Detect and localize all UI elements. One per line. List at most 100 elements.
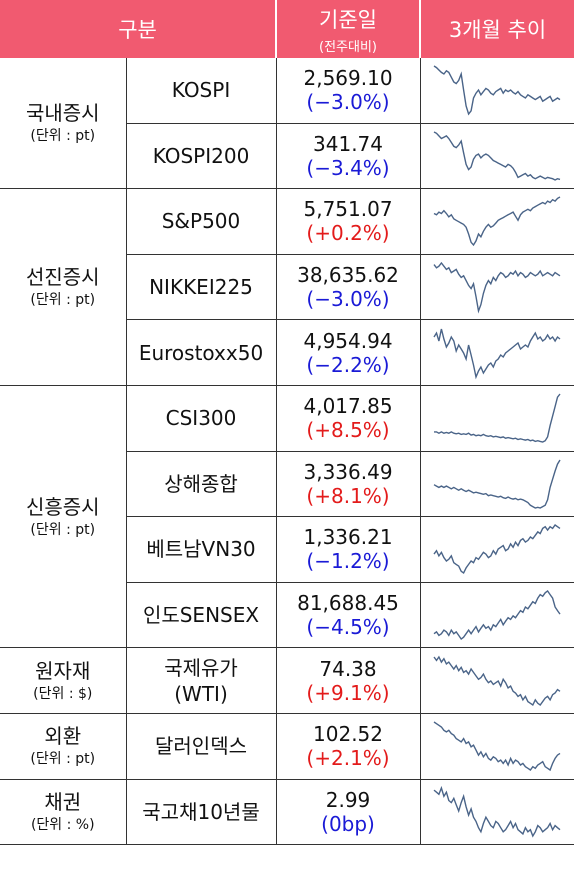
group-unit: (단위 : pt) xyxy=(30,292,96,309)
index-name: NIKKEI225 xyxy=(149,275,253,300)
value-cell: 4,017.85 (+8.5%) xyxy=(276,385,421,452)
trend-cell xyxy=(420,123,575,190)
table-row: 국내증시 (단위 : pt) KOSPI 2,569.10 (−3.0%) xyxy=(0,58,575,190)
weekly-change: (−3.0%) xyxy=(306,287,390,312)
index-name: 국제유가 xyxy=(164,655,238,680)
header-trend: 3개월 추이 xyxy=(420,0,575,58)
table-row: 신흥증시 (단위 : pt) CSI300 4,017.85 (+8.5%) xyxy=(0,385,575,649)
index-name-cell: 달러인덱스 xyxy=(125,713,277,780)
sparkline-line xyxy=(434,393,561,444)
trend-cell xyxy=(420,647,575,714)
header-category: 구분 xyxy=(0,0,278,58)
weekly-change: (−3.0%) xyxy=(306,90,390,115)
sparkline-line xyxy=(433,785,561,838)
sparkline-chart xyxy=(433,261,561,314)
group-name: 국내증시 xyxy=(25,101,100,126)
sparkline-line xyxy=(433,328,561,380)
weekly-change: (+0.2%) xyxy=(306,221,390,246)
index-name: CSI300 xyxy=(165,406,237,431)
trend-cell xyxy=(420,516,575,583)
table-row: KOSPI200 341.74 (−3.4%) xyxy=(0,123,575,190)
index-name-cell: KOSPI xyxy=(125,58,277,124)
trend-cell xyxy=(420,713,575,780)
index-name-cell: 베트남VN30 xyxy=(125,516,277,583)
group-name: 선진증시 xyxy=(25,265,100,290)
index-name-cell: 국고채10년물 xyxy=(125,779,277,846)
index-value: 2.99 xyxy=(325,787,371,812)
index-name: 인도SENSEX xyxy=(142,603,260,628)
sparkline-line xyxy=(433,65,561,116)
value-cell: 102.52 (+2.1%) xyxy=(276,713,421,780)
market-table: 구분 기준일 (전주대비) 3개월 추이 국내증시 (단위 : pt) KOSPI 2… xyxy=(0,0,575,846)
table-row: 채권 (단위 : %) 국고채10년물 2.99 (0bp) xyxy=(0,779,575,846)
trend-cell xyxy=(420,58,575,124)
group-unit: (단위 : $) xyxy=(33,685,93,702)
group-cell: 원자재 (단위 : $) xyxy=(0,647,126,714)
table-body: 국내증시 (단위 : pt) KOSPI 2,569.10 (−3.0%) KOSPI20… xyxy=(0,58,575,846)
sparkline-chart xyxy=(433,590,561,641)
group-cell: 채권 (단위 : %) xyxy=(0,779,126,846)
index-name-cell: 인도SENSEX xyxy=(125,582,277,649)
index-value: 74.38 xyxy=(319,656,377,681)
group-unit: (단위 : %) xyxy=(30,816,95,833)
weekly-change: (+2.1%) xyxy=(306,746,390,771)
index-name-sub: (WTI) xyxy=(174,681,228,706)
sparkline-line xyxy=(433,721,561,772)
sparkline-chart xyxy=(433,524,561,575)
index-value: 341.74 xyxy=(313,131,383,156)
index-name: 달러인덱스 xyxy=(155,734,247,759)
header-date-sub: (전주대비) xyxy=(319,39,377,55)
group-cell: 국내증시 (단위 : pt) xyxy=(0,58,126,190)
index-value: 3,336.49 xyxy=(303,459,393,484)
group-name: 원자재 xyxy=(35,658,91,683)
weekly-change: (0bp) xyxy=(321,811,375,836)
sparkline-line xyxy=(433,655,561,706)
weekly-change: (−4.5%) xyxy=(306,615,390,640)
trend-cell xyxy=(420,254,575,321)
value-cell: 38,635.62 (−3.0%) xyxy=(276,254,421,321)
index-value: 102.52 xyxy=(313,722,383,747)
value-cell: 2.99 (0bp) xyxy=(276,779,421,846)
index-value: 1,336.21 xyxy=(303,525,393,550)
trend-cell xyxy=(420,385,575,452)
index-name: KOSPI200 xyxy=(152,143,250,168)
index-name: 국고채10년물 xyxy=(142,799,260,824)
value-cell: 81,688.45 (−4.5%) xyxy=(276,582,421,649)
sparkline-chart xyxy=(433,131,561,181)
sparkline-chart xyxy=(433,328,561,380)
header-row: 구분 기준일 (전주대비) 3개월 추이 xyxy=(0,0,575,58)
group-name: 채권 xyxy=(44,789,82,814)
value-cell: 3,336.49 (+8.1%) xyxy=(276,451,421,518)
trend-cell xyxy=(420,451,575,518)
table-row: 원자재 (단위 : $) 국제유가 (WTI) 74.38 (+9.1%) xyxy=(0,647,575,714)
weekly-change: (−2.2%) xyxy=(306,352,390,377)
value-cell: 4,954.94 (−2.2%) xyxy=(276,319,421,386)
index-name-cell: 국제유가 (WTI) xyxy=(125,647,277,714)
table-row: 베트남VN30 1,336.21 (−1.2%) xyxy=(0,516,575,583)
group-unit: (단위 : pt) xyxy=(30,521,96,538)
weekly-change: (+8.1%) xyxy=(306,483,390,508)
table-row: Eurostoxx50 4,954.94 (−2.2%) xyxy=(0,319,575,386)
table-row: 선진증시 (단위 : pt) S&P500 5,751.07 (+0.2%) xyxy=(0,188,575,386)
index-value: 4,017.85 xyxy=(303,394,393,419)
sparkline-line xyxy=(433,131,561,181)
weekly-change: (+9.1%) xyxy=(306,680,390,705)
sparkline-chart xyxy=(433,721,561,772)
sparkline-chart xyxy=(433,459,561,509)
header-date-title: 기준일 xyxy=(319,7,377,32)
sparkline-line xyxy=(433,196,561,247)
sparkline-chart xyxy=(433,196,561,247)
value-cell: 2,569.10 (−3.0%) xyxy=(276,58,421,124)
trend-cell xyxy=(420,319,575,386)
group-cell: 신흥증시 (단위 : pt) xyxy=(0,385,126,649)
value-cell: 74.38 (+9.1%) xyxy=(276,647,421,714)
group-name: 외환 xyxy=(44,724,82,749)
sparkline-chart xyxy=(433,785,561,838)
index-name-cell: Eurostoxx50 xyxy=(125,319,277,386)
weekly-change: (−3.4%) xyxy=(306,155,390,180)
index-name-cell: KOSPI200 xyxy=(125,123,277,190)
trend-cell xyxy=(420,779,575,846)
value-cell: 1,336.21 (−1.2%) xyxy=(276,516,421,583)
index-name: S&P500 xyxy=(161,209,241,234)
